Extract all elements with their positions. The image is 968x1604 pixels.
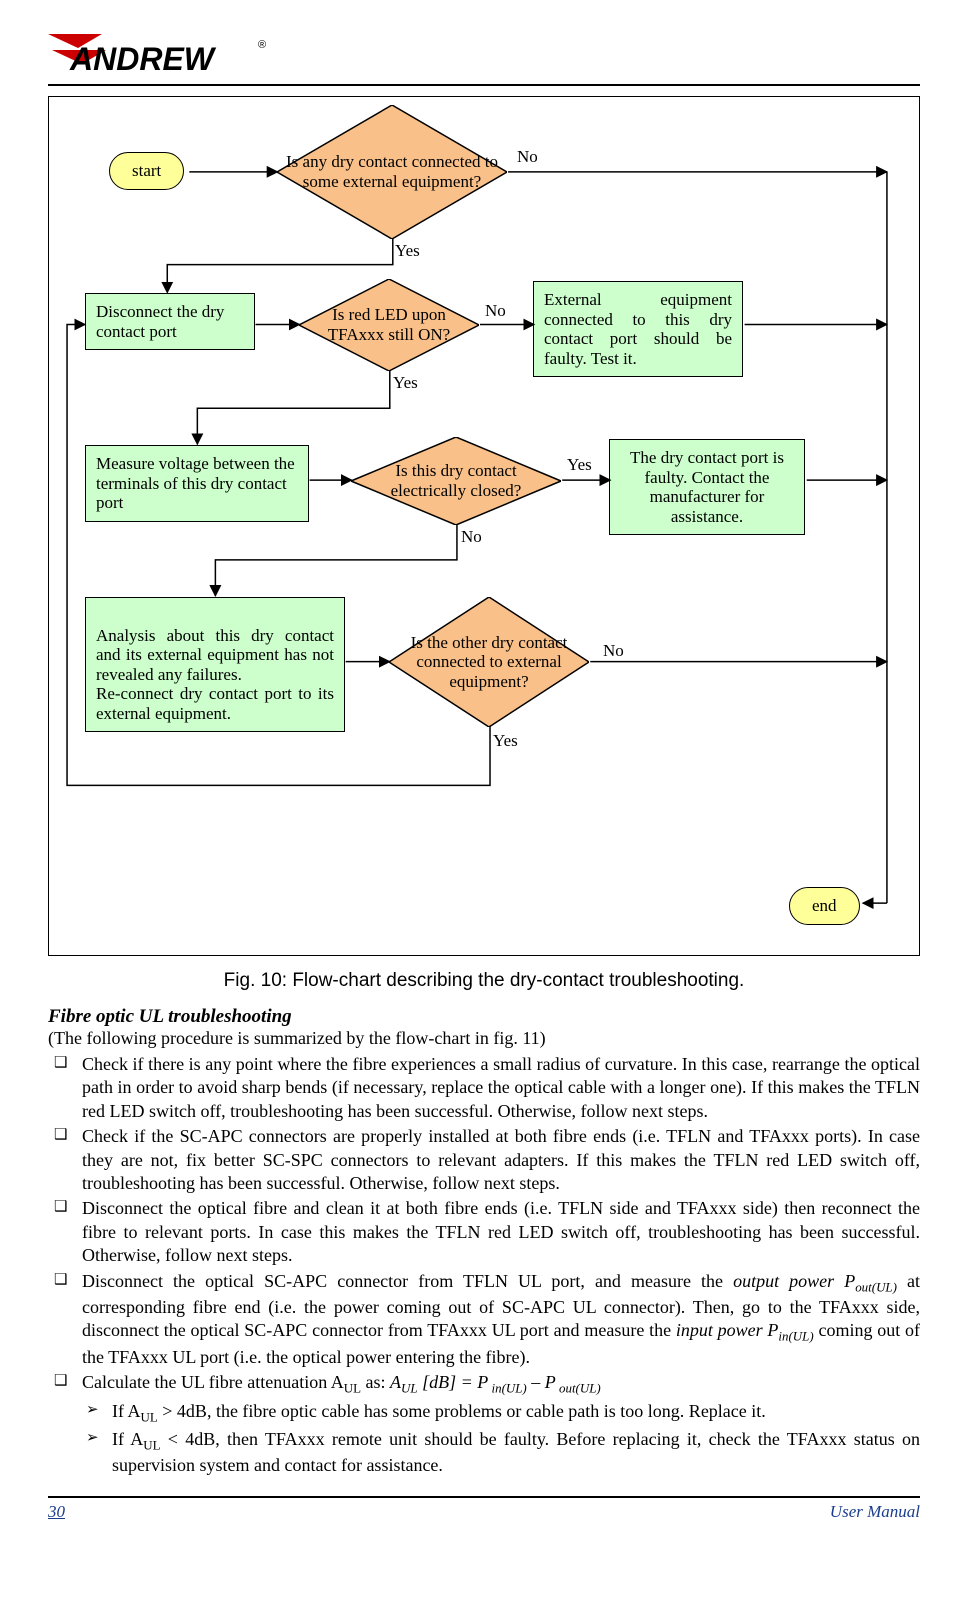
header: ANDREW ® xyxy=(48,28,920,86)
text: UL xyxy=(401,1381,418,1396)
edge-label: Yes xyxy=(395,241,420,261)
decision-red-led: Is red LED upon TFAxxx still ON? xyxy=(299,279,479,371)
decision-other-dry-contact: Is the other dry contact connected to ex… xyxy=(389,597,589,727)
text: UL xyxy=(141,1409,158,1424)
footer: 30 User Manual xyxy=(48,1496,920,1522)
list-item: Disconnect the optical SC-APC connector … xyxy=(48,1270,920,1370)
edge-label: Yes xyxy=(493,731,518,751)
text: output power P xyxy=(733,1271,855,1291)
list-item: If AUL < 4dB, then TFAxxx remote unit sh… xyxy=(82,1428,920,1478)
text: If A xyxy=(112,1429,143,1449)
text: If A xyxy=(112,1401,141,1421)
page-number: 30 xyxy=(48,1502,65,1522)
section-title: Fibre optic UL troubleshooting xyxy=(48,1006,920,1028)
edge-label: No xyxy=(603,641,624,661)
decision-label: Is the other dry contact connected to ex… xyxy=(395,633,583,692)
brand-logo: ANDREW ® xyxy=(48,28,288,80)
decision-label: Is this dry contact electrically closed? xyxy=(357,461,555,500)
list-item: Check if the SC-APC connectors are prope… xyxy=(48,1125,920,1195)
text: Calculate the UL fibre attenuation A xyxy=(82,1372,344,1392)
list-item: Disconnect the optical fibre and clean i… xyxy=(48,1197,920,1267)
brand-reg-icon: ® xyxy=(258,39,266,51)
list-item: If AUL > 4dB, the fibre optic cable has … xyxy=(82,1400,920,1426)
text: – P xyxy=(527,1372,556,1392)
text: Disconnect the optical SC-APC connector … xyxy=(82,1271,733,1291)
text: as: xyxy=(361,1372,390,1392)
edge-label: No xyxy=(485,301,506,321)
text: out(UL) xyxy=(556,1381,601,1396)
list-item: Calculate the UL fibre attenuation AUL a… xyxy=(48,1371,920,1478)
text: UL xyxy=(344,1381,361,1396)
decision-label: Is red LED upon TFAxxx still ON? xyxy=(305,305,473,344)
list-item: Check if there is any point where the fi… xyxy=(48,1053,920,1123)
text: in(UL) xyxy=(778,1329,813,1344)
text: out(UL) xyxy=(855,1279,897,1294)
text: > 4dB, the fibre optic cable has some pr… xyxy=(158,1401,766,1421)
decision-label: Is any dry contact connected to some ext… xyxy=(283,152,501,191)
text: in(UL) xyxy=(488,1381,527,1396)
text: A xyxy=(390,1372,401,1392)
figure-caption: Fig. 10: Flow-chart describing the dry-c… xyxy=(48,970,920,992)
text: input power P xyxy=(676,1320,779,1340)
edge-label: Yes xyxy=(567,455,592,475)
edge-label: Yes xyxy=(393,373,418,393)
text: [dB] = P xyxy=(418,1372,489,1392)
text: < 4dB, then TFAxxx remote unit should be… xyxy=(112,1429,920,1475)
edge-label: No xyxy=(517,147,538,167)
bullet-list: Check if there is any point where the fi… xyxy=(48,1053,920,1478)
decision-any-dry-contact: Is any dry contact connected to some ext… xyxy=(277,105,507,239)
text: UL xyxy=(143,1438,160,1453)
brand-text: ANDREW xyxy=(69,41,217,77)
page: ANDREW ® xyxy=(0,0,968,1542)
decision-electrically-closed: Is this dry contact electrically closed? xyxy=(351,437,561,525)
edge-label: No xyxy=(461,527,482,547)
section-intro: (The following procedure is summarized b… xyxy=(48,1028,920,1049)
footer-right: User Manual xyxy=(830,1502,920,1522)
flowchart: start Is any dry contact connected to so… xyxy=(48,96,920,956)
sub-bullet-list: If AUL > 4dB, the fibre optic cable has … xyxy=(82,1400,920,1478)
